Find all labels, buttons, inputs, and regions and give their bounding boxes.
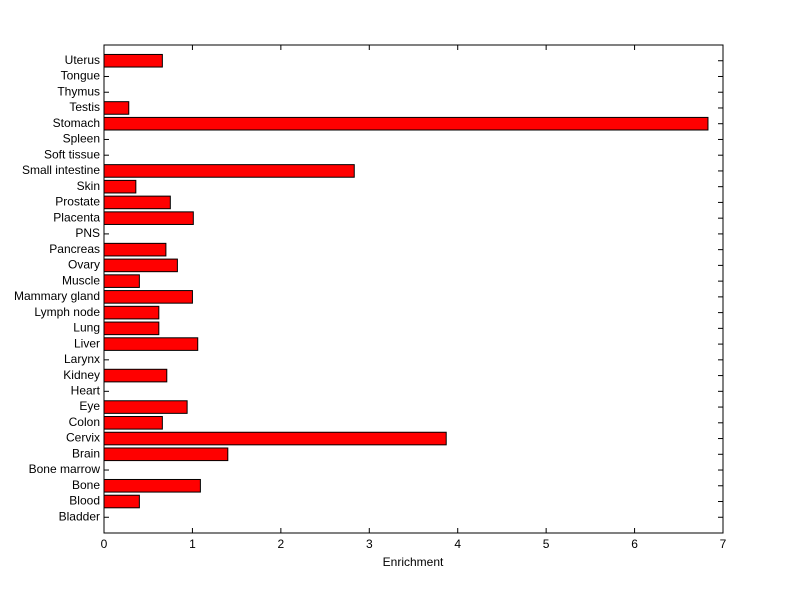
bar [103,116,709,131]
y-tick-label: Larynx [64,352,100,366]
bar [103,368,168,383]
x-tick-label: 4 [454,537,461,551]
x-tick-label: 0 [101,537,108,551]
bar [103,321,160,336]
x-tick-label: 6 [631,537,638,551]
bar [103,211,194,225]
y-tick-label: Bladder [59,509,100,523]
y-tick-label: Cervix [66,431,100,445]
y-tick-label: Spleen [63,132,100,146]
y-tick-label: Tongue [61,69,101,83]
y-tick-label: Muscle [62,273,100,287]
plot-frame [103,44,724,534]
y-tick-label: Ovary [68,258,100,272]
y-tick-label: Lung [73,321,100,335]
bar [103,337,199,351]
y-tick-label: Heart [71,383,101,397]
y-tick-label: Soft tissue [44,147,100,161]
y-tick-label: Placenta [53,210,100,224]
bar [103,305,160,320]
bar [103,400,188,414]
bar [103,53,163,68]
x-tick-label: 7 [720,537,727,551]
y-tick-label: Stomach [53,116,100,130]
y-tick-label: Mammary gland [14,289,100,303]
y-tick-label: Bone [72,478,100,492]
x-axis-label: Enrichment [383,555,444,569]
bar [103,274,140,288]
x-tick-label: 5 [543,537,550,551]
bar [103,290,193,304]
x-tick-label: 3 [366,537,373,551]
bar [103,416,163,430]
bar [103,447,229,462]
y-tick-label: Bone marrow [29,462,101,476]
y-tick-label: Blood [69,494,100,508]
y-tick-label: Thymus [57,84,100,98]
bar [103,431,447,446]
y-tick-label: Lymph node [34,305,100,319]
y-tick-label: Eye [79,399,100,413]
y-tick-label: Brain [72,446,100,460]
bar [103,164,355,178]
y-tick-label: Small intestine [22,163,100,177]
bar [103,101,130,115]
bar [103,242,167,257]
y-tick-label: Prostate [55,195,100,209]
y-tick-label: Testis [69,100,100,114]
y-tick-label: Kidney [63,368,100,382]
bar [103,195,171,210]
y-tick-label: Skin [77,179,100,193]
y-tick-label: Colon [69,415,100,429]
x-tick-label: 1 [189,537,196,551]
bar [103,494,140,509]
bar [103,478,201,493]
bar [103,258,178,273]
y-tick-label: Uterus [65,53,100,67]
bar [103,179,137,194]
y-tick-label: Pancreas [49,242,100,256]
y-tick-label: Liver [74,336,100,350]
x-tick-label: 2 [278,537,285,551]
y-tick-label: PNS [75,226,100,240]
